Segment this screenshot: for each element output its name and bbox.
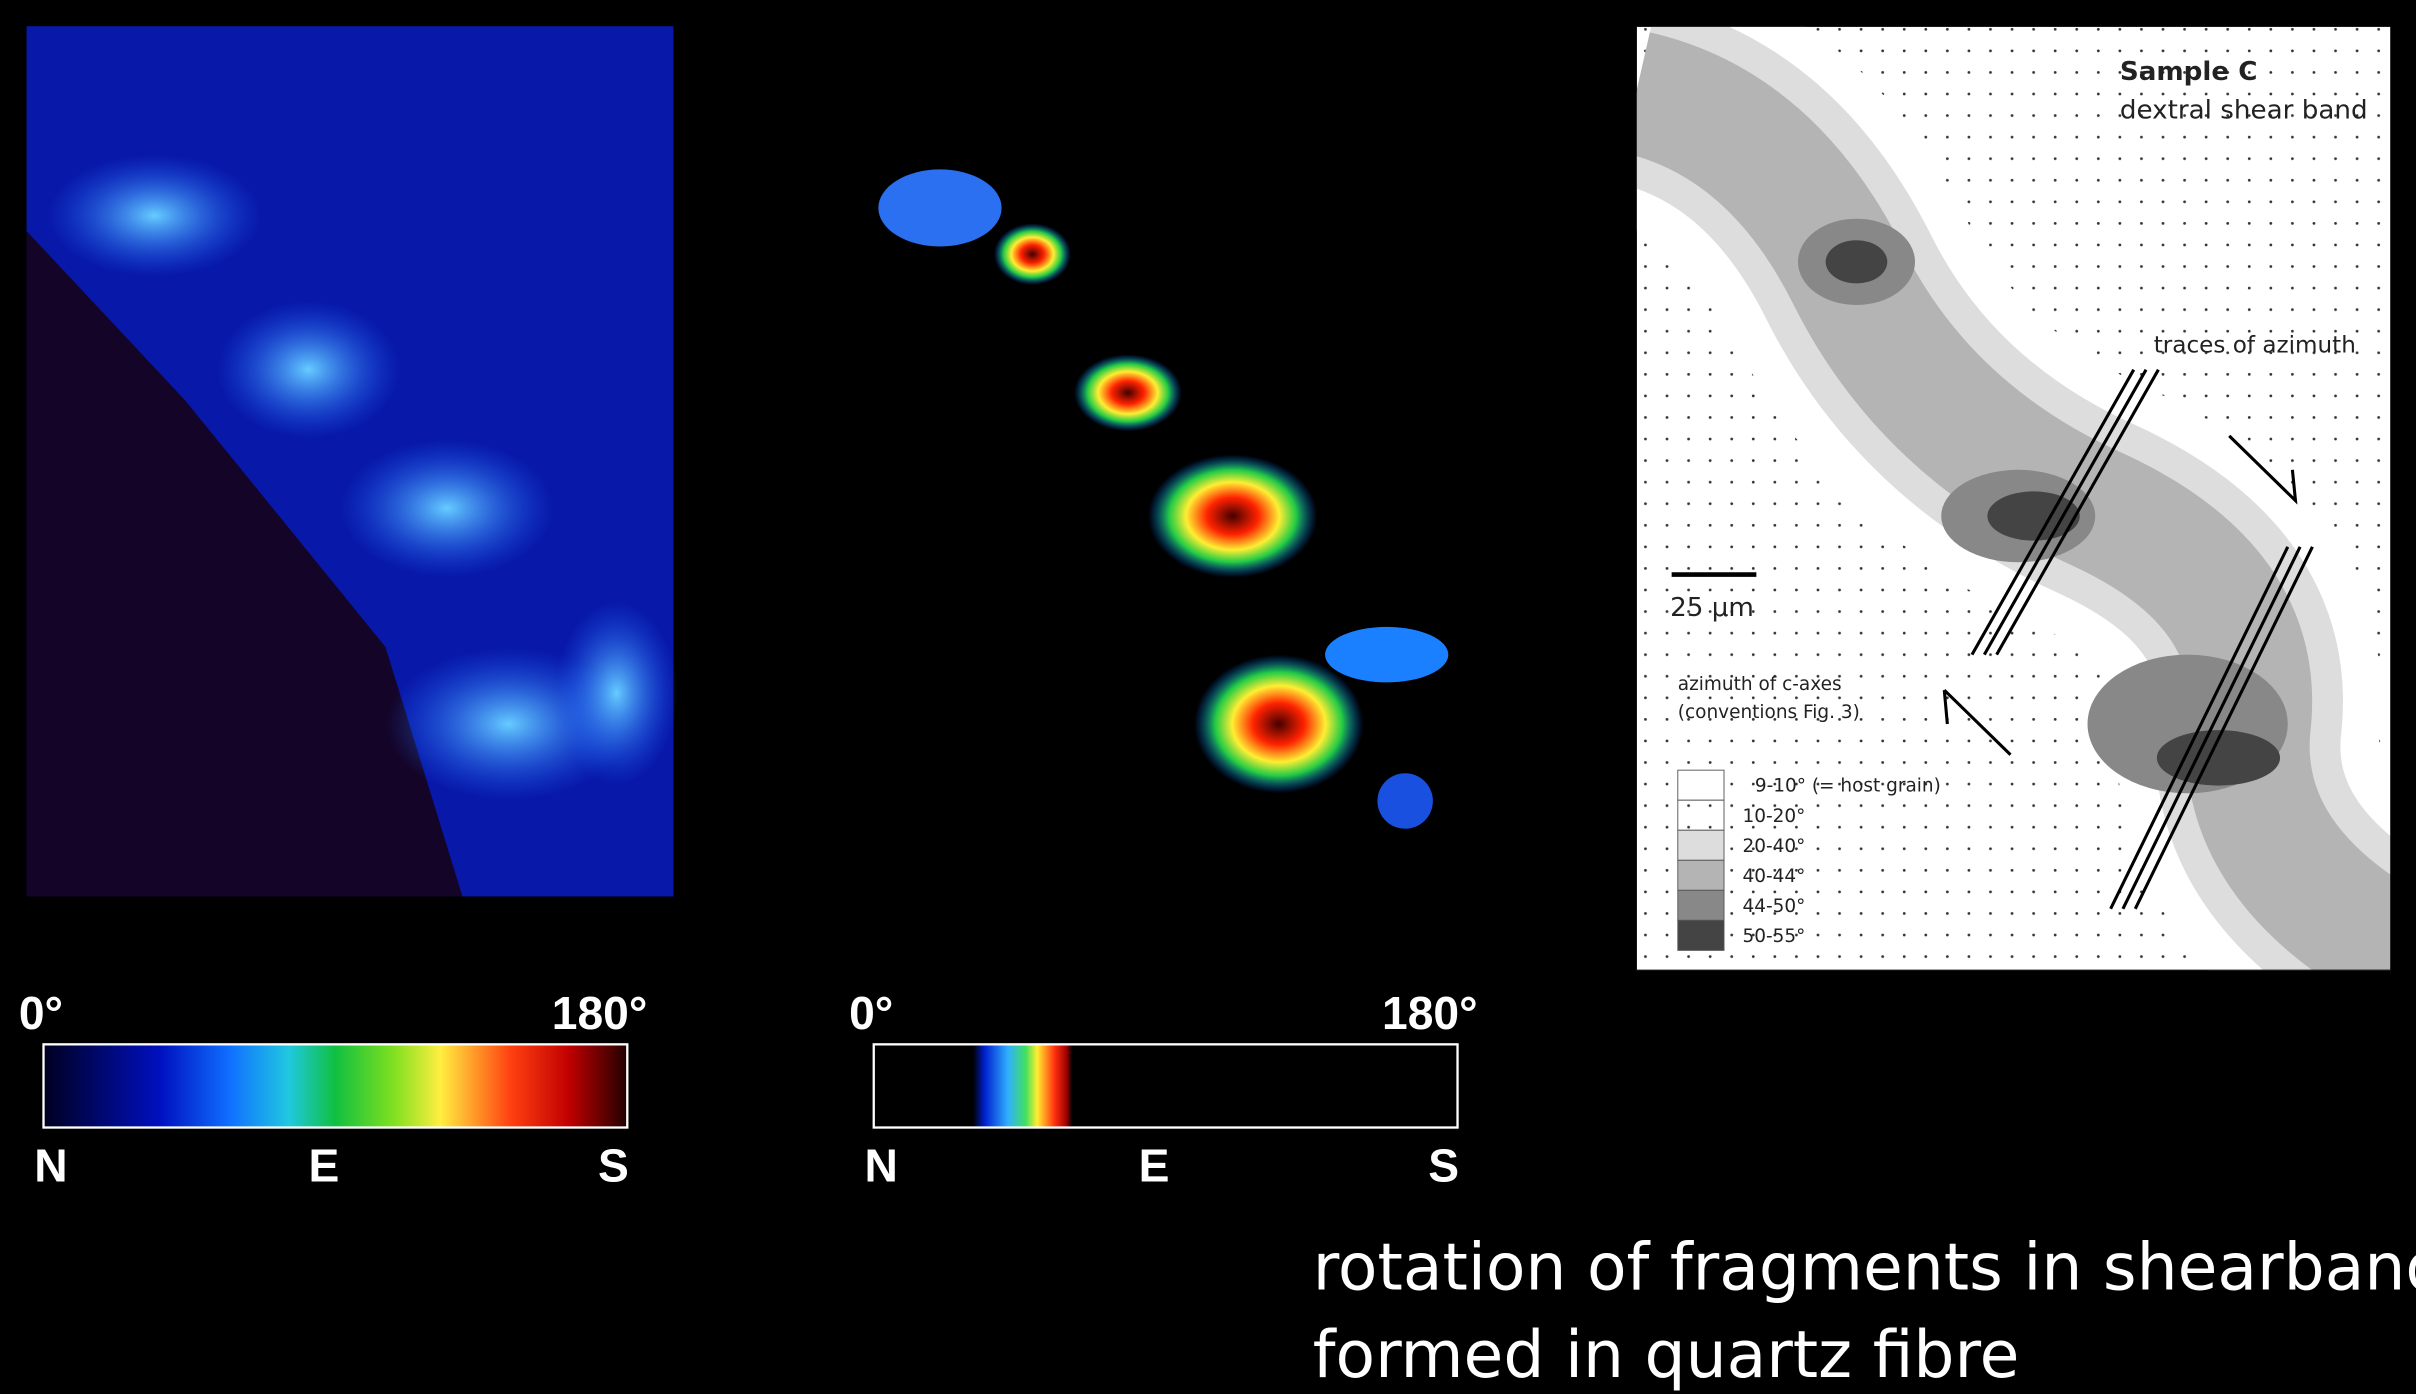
colorbar-max-label: 180° <box>1382 987 1478 1039</box>
legend-swatch <box>1678 860 1724 890</box>
orientation-image <box>27 26 679 896</box>
colorbar-max-label: 180° <box>552 987 648 1039</box>
legend-swatch <box>1678 830 1724 860</box>
direction-label: E <box>1139 1139 1170 1191</box>
legend-label: 10-20° <box>1742 806 1805 827</box>
map-subtitle: dextral shear band <box>2120 96 2368 126</box>
legend-label: 9-10° (= host grain) <box>1755 776 1941 797</box>
filtered-image <box>878 169 1448 828</box>
map-title: Sample C <box>2120 57 2258 87</box>
legend-title: azimuth of c-axes <box>1678 674 1842 695</box>
page: Sample C dextral shear band traces of az… <box>0 0 2416 1394</box>
colorbar-min-label: 0° <box>849 987 893 1039</box>
map-annotation: traces of azimuth <box>2154 333 2356 359</box>
legend-label: 44-50° <box>1742 896 1805 917</box>
legend-label: 50-55° <box>1742 926 1805 947</box>
legend-swatch <box>1678 920 1724 950</box>
legend-swatch <box>1678 770 1724 800</box>
direction-label: N <box>865 1139 898 1191</box>
scale-bar-label: 25 μm <box>1670 593 1754 623</box>
colorbar <box>874 1044 1458 1127</box>
legend-swatch <box>1678 890 1724 920</box>
map-figure <box>1636 26 2403 970</box>
legend-label: 40-44° <box>1742 866 1805 887</box>
colorbar-min-label: 0° <box>19 987 63 1039</box>
direction-label: N <box>34 1139 67 1191</box>
direction-label: S <box>598 1139 629 1191</box>
colorbars: 0° 180° N E S 0° 180° N E S <box>19 987 1478 1191</box>
direction-label: E <box>308 1139 339 1191</box>
legend-label: 20-40° <box>1742 836 1805 857</box>
colorbar <box>44 1044 628 1127</box>
legend-title: (conventions Fig. 3) <box>1678 702 1860 723</box>
caption-line: rotation of fragments in shearband <box>1313 1230 2416 1305</box>
slide: Sample C dextral shear band traces of az… <box>0 0 2416 1394</box>
caption-line: formed in quartz fibre <box>1313 1318 2020 1393</box>
direction-label: S <box>1428 1139 1459 1191</box>
legend-swatch <box>1678 800 1724 830</box>
